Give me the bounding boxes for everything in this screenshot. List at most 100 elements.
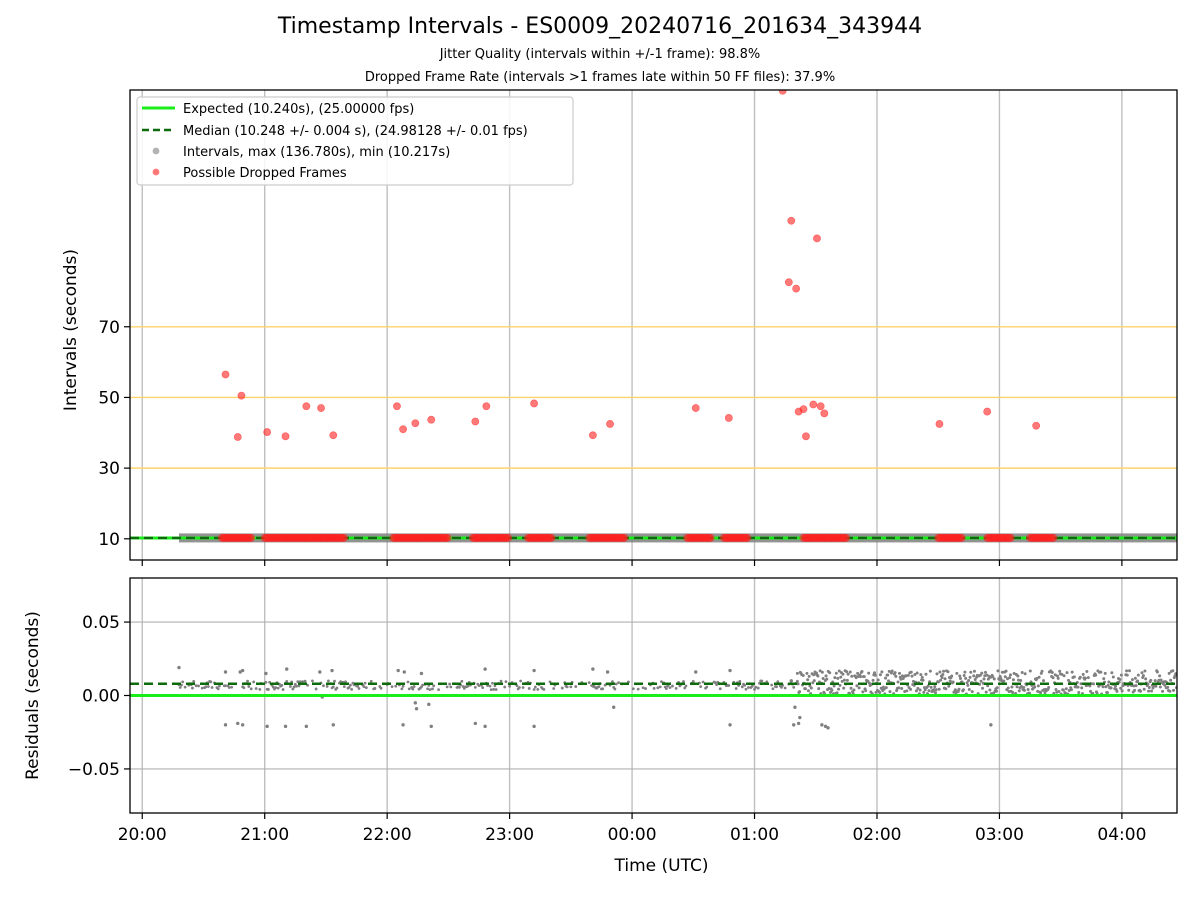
residual-point [953,688,957,692]
residual-point [842,678,846,682]
residual-point [1111,675,1115,679]
residual-point [1147,689,1151,693]
residual-point [937,687,941,691]
residual-point [1155,670,1159,674]
residual-point [845,678,849,682]
residual-point [744,687,748,691]
residual-point [274,686,278,689]
residual-point [641,686,645,690]
residual-point [806,678,810,682]
residual-point [210,686,214,689]
residual-point [1136,673,1140,677]
residual-point [1136,679,1140,683]
residual-point [852,688,856,692]
residual-point [972,669,976,673]
residual-point [197,684,200,688]
residual-point [1061,688,1065,692]
residual-point [362,685,366,688]
residual-point [934,691,938,695]
residual-point [206,685,210,688]
residual-point [878,691,882,695]
residual-point [1132,684,1136,688]
residual-point [664,687,668,690]
residual-point [947,684,951,688]
residual-point [460,679,464,683]
residual-point [864,689,868,693]
residual-point [466,684,470,688]
residual-point [533,685,537,689]
residual-point [965,681,969,685]
dropped-frame-point [329,431,338,440]
dropped-frame-point [816,402,825,411]
residual-point [303,679,307,683]
residual-point [1006,677,1010,681]
residual-point [597,685,601,689]
dropped-frame-point [802,432,810,441]
residual-point [636,687,640,691]
residual-point [280,684,284,687]
residual-point [830,688,834,692]
residual-point [884,686,888,690]
residual-point [982,677,986,681]
residual-point [1153,679,1157,683]
residual-point [846,672,850,676]
residual-point [760,679,764,683]
residual-point [421,683,425,687]
residual-point [933,685,937,689]
residual-point [984,690,988,694]
residual-point [1120,689,1124,693]
residual-point [289,685,292,688]
residual-point [824,674,828,678]
residual-point [842,686,846,690]
dropped-frame-point [706,533,715,542]
residual-point [419,671,424,676]
residual-point [684,684,688,688]
residual-point [1081,672,1085,676]
residual-point [1140,671,1144,675]
residual-point [928,669,932,673]
residual-point [1056,676,1060,680]
residual-point [705,685,709,689]
residual-point [713,681,717,684]
dropped-frame-point [809,400,818,409]
y-tick-label-top: 30 [98,459,120,479]
residual-point [285,680,289,683]
residual-point [942,669,946,673]
residual-point [939,678,943,682]
residual-point [882,687,886,691]
residual-point [532,724,536,729]
residual-point [252,680,256,684]
y-tick-label-bottom: 0.00 [82,687,120,707]
x-tick-label: 00:00 [608,825,657,845]
residual-point [427,702,431,707]
residual-point [1146,682,1150,686]
residual-point [265,724,269,729]
residual-point [1055,674,1059,678]
residual-point [298,680,302,684]
residual-point [833,676,837,680]
residual-point [504,680,508,684]
residual-point [1028,669,1032,673]
residual-point [1105,691,1109,695]
x-tick-label: 01:00 [730,825,779,845]
residual-point [979,679,983,683]
residual-point [1142,687,1146,691]
residual-point [1119,673,1123,677]
residual-point [991,675,995,679]
residual-point [617,681,620,685]
x-tick-label: 23:00 [485,825,534,845]
residual-point [674,686,678,690]
residual-point [1086,676,1090,680]
legend-entry-3: Possible Dropped Frames [183,166,347,181]
residual-point [826,726,830,730]
residual-point [1125,673,1129,677]
residual-point [322,684,325,688]
residual-point [489,688,493,692]
residual-point [890,669,894,673]
residual-point [1157,678,1161,682]
residual-point [886,673,890,677]
residual-point [1076,685,1080,689]
x-tick-label: 21:00 [240,825,289,845]
dropped-frame-point [792,284,801,293]
residual-point [849,686,853,690]
